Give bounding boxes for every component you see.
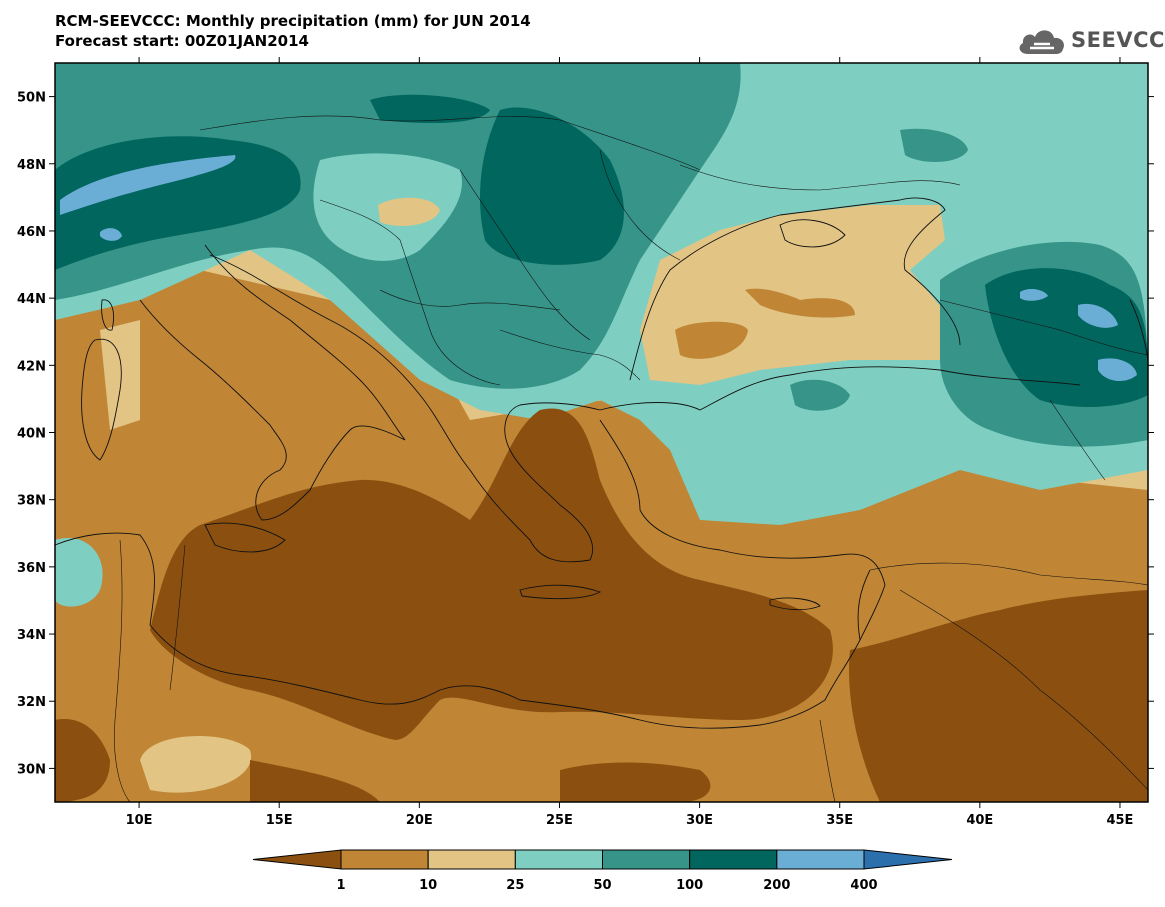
precip-region-1-10 bbox=[675, 321, 748, 359]
colorbar-label: 10 bbox=[419, 878, 437, 893]
map-title: RCM-SEEVCCC: Monthly precipitation (mm) … bbox=[55, 11, 531, 51]
colorbar-legend: 1 10 25 50 100 200 400 bbox=[252, 849, 953, 893]
precipitation-field bbox=[55, 63, 1148, 802]
lon-tick-label: 15E bbox=[266, 813, 293, 828]
lon-tick-label: 40E bbox=[966, 813, 993, 828]
precip-region-200-400 bbox=[1078, 303, 1118, 328]
lat-tick-label: 40N bbox=[17, 427, 46, 442]
colorbar-cell bbox=[427, 849, 516, 870]
lon-tick-label: 45E bbox=[1106, 813, 1133, 828]
colorbar-arrow-high bbox=[863, 849, 953, 870]
colorbar-cell bbox=[689, 849, 778, 870]
title-line-2: Forecast start: 00Z01JAN2014 bbox=[55, 32, 309, 50]
precip-region-25-50 bbox=[55, 538, 103, 607]
lat-tick-label: 48N bbox=[17, 158, 46, 173]
colorbar-label: 25 bbox=[506, 878, 524, 893]
seevccc-logo: SEEVCCC bbox=[1016, 20, 1165, 60]
colorbar-label: 50 bbox=[593, 878, 611, 893]
coastlines bbox=[55, 197, 1148, 729]
precip-region-200-400 bbox=[100, 228, 122, 241]
coastline-sicily bbox=[204, 522, 286, 553]
precip-region-1-10 bbox=[745, 288, 855, 318]
colorbar-cell bbox=[602, 849, 691, 870]
lon-tick-label: 30E bbox=[686, 813, 713, 828]
lat-tick-label: 32N bbox=[17, 695, 46, 710]
precip-region-10-25 bbox=[100, 320, 140, 430]
colorbar-cell bbox=[340, 849, 429, 870]
colorbar-cell bbox=[514, 849, 603, 870]
coastline-corsica bbox=[101, 299, 114, 331]
lon-tick-label: 35E bbox=[826, 813, 853, 828]
colorbar-arrow-low bbox=[252, 849, 342, 870]
longitude-axis: 10E 15E 20E 25E 30E 35E 40E 45E bbox=[126, 57, 1133, 828]
colorbar-label: 100 bbox=[676, 878, 703, 893]
precip-region-below-1 bbox=[150, 408, 833, 740]
lat-tick-label: 46N bbox=[17, 225, 46, 240]
precip-region-10-25 bbox=[378, 197, 440, 226]
precip-region-200-400 bbox=[60, 155, 236, 215]
coastline-cyprus bbox=[769, 597, 821, 611]
lat-tick-label: 30N bbox=[17, 762, 46, 777]
coastline-sardinia bbox=[81, 338, 122, 461]
lat-tick-label: 44N bbox=[17, 292, 46, 307]
precip-region-100-200 bbox=[480, 107, 624, 265]
precip-region-10-25 bbox=[140, 736, 252, 793]
coastline-balkans bbox=[209, 254, 601, 563]
lat-tick-label: 36N bbox=[17, 561, 46, 576]
cloud-icon bbox=[1019, 30, 1064, 54]
lon-tick-label: 10E bbox=[126, 813, 153, 828]
precip-region-200-400 bbox=[1020, 289, 1048, 301]
precip-region-below-1 bbox=[849, 590, 1148, 802]
coastline-italy bbox=[139, 244, 406, 521]
colorbar-label: 1 bbox=[336, 878, 345, 893]
colorbar-cell bbox=[776, 849, 865, 870]
coastline-crimea bbox=[779, 219, 846, 248]
colorbar-label: 200 bbox=[763, 878, 790, 893]
precip-region-100-200 bbox=[370, 94, 490, 123]
precip-region-50-100 bbox=[900, 128, 968, 162]
precip-region-200-400 bbox=[1098, 358, 1137, 382]
lat-tick-label: 34N bbox=[17, 628, 46, 643]
latitude-axis: 50N 48N 46N 44N 42N 40N 38N 36N 34N 32N 30N bbox=[17, 91, 1154, 777]
lat-tick-label: 38N bbox=[17, 494, 46, 509]
precip-region-below-1 bbox=[560, 762, 711, 802]
coastline-africa bbox=[55, 532, 886, 729]
lon-tick-label: 25E bbox=[546, 813, 573, 828]
country-borders bbox=[114, 115, 1148, 802]
logo-text: SEEVCCC bbox=[1071, 28, 1165, 52]
coastline-black-sea bbox=[629, 197, 961, 381]
colorbar-label: 400 bbox=[850, 878, 877, 893]
lat-tick-label: 42N bbox=[17, 359, 46, 374]
lat-tick-label: 50N bbox=[17, 91, 46, 106]
precip-region-50-100 bbox=[790, 379, 850, 411]
precip-region-below-1 bbox=[55, 719, 110, 802]
title-line-1: RCM-SEEVCCC: Monthly precipitation (mm) … bbox=[55, 12, 531, 30]
precip-region-below-1 bbox=[250, 760, 380, 802]
coastline-levant bbox=[857, 569, 871, 641]
lon-tick-label: 20E bbox=[406, 813, 433, 828]
coastline-turkey bbox=[599, 366, 1081, 586]
coastline-crete bbox=[519, 584, 602, 600]
